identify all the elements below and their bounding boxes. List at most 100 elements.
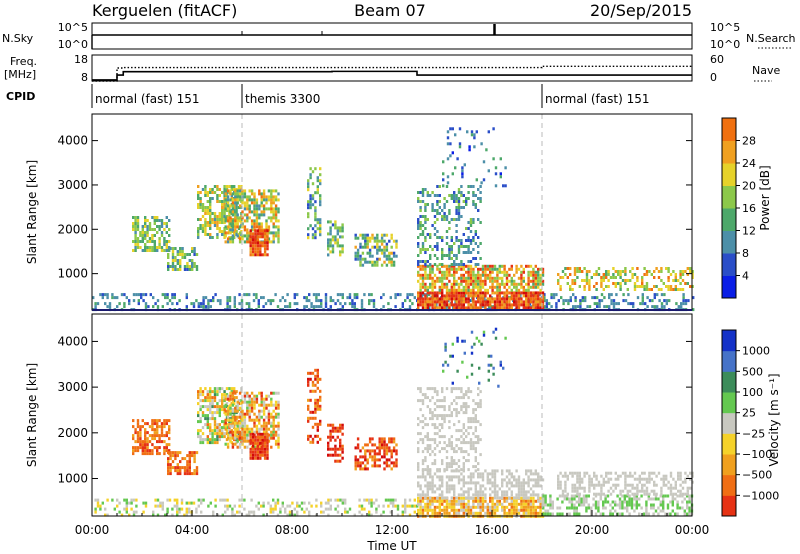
heatmap-cell xyxy=(256,241,260,245)
heatmap-cell xyxy=(469,279,473,283)
heatmap-cell xyxy=(445,294,449,298)
heatmap-cell xyxy=(256,453,260,457)
heatmap-cell xyxy=(336,238,339,242)
heatmap-cell xyxy=(368,501,371,505)
heatmap-cell xyxy=(575,509,578,513)
heatmap-cell xyxy=(517,267,521,271)
heatmap-cell xyxy=(505,297,509,301)
heatmap-cell xyxy=(364,467,367,471)
heatmap-cell xyxy=(378,446,381,450)
heatmap-cell xyxy=(472,285,475,289)
heatmap-cell xyxy=(395,464,398,468)
heatmap-cell xyxy=(431,264,434,268)
heatmap-cell xyxy=(148,228,152,231)
heatmap-cell xyxy=(387,302,390,306)
heatmap-cell xyxy=(436,236,439,239)
heatmap-cell xyxy=(251,456,255,460)
heatmap-cell xyxy=(450,390,453,394)
heatmap-cell xyxy=(339,235,342,239)
heatmap-cell xyxy=(465,279,468,283)
heatmap-cell xyxy=(493,285,497,289)
cpid-row: CPID normal (fast) 151 themis 3300 normal … xyxy=(6,84,649,108)
heatmap-cell xyxy=(438,414,441,418)
heatmap-cell xyxy=(474,499,477,503)
heatmap-cell xyxy=(501,276,504,280)
heatmap-cell xyxy=(443,405,446,409)
heatmap-cell xyxy=(366,251,369,255)
heatmap-cell xyxy=(218,438,221,442)
heatmap-cell xyxy=(492,330,495,334)
heatmap-cell xyxy=(314,236,317,240)
heatmap-cell xyxy=(453,502,456,506)
heatmap-cell xyxy=(482,330,486,334)
heatmap-cell xyxy=(576,267,579,270)
heatmap-cell xyxy=(250,201,254,205)
heatmap-cell xyxy=(424,267,427,271)
heatmap-cell xyxy=(179,262,182,265)
heatmap-cell xyxy=(515,481,518,485)
heatmap-cell xyxy=(243,213,247,217)
heatmap-cell xyxy=(197,218,200,221)
heatmap-cell xyxy=(319,422,322,426)
heatmap-cell xyxy=(274,213,278,217)
heatmap-cell xyxy=(128,513,131,517)
heatmap-cell xyxy=(260,204,263,208)
heatmap-cell xyxy=(424,417,427,421)
heatmap-cell xyxy=(197,498,200,502)
heatmap-cell xyxy=(144,422,147,426)
heatmap-cell xyxy=(173,296,176,300)
heatmap-cell xyxy=(167,256,170,259)
heatmap-cell xyxy=(443,505,446,509)
heatmap-cell xyxy=(605,276,608,279)
heatmap-cell xyxy=(426,508,429,512)
heatmap-cell xyxy=(429,194,432,197)
heatmap-cell xyxy=(212,510,215,514)
heatmap-cell xyxy=(148,440,152,444)
heatmap-cell xyxy=(311,203,315,207)
heatmap-cell xyxy=(453,263,456,266)
heatmap-cell xyxy=(539,475,542,479)
heatmap-cell xyxy=(259,435,262,439)
heatmap-cell xyxy=(455,429,458,433)
heatmap-cell xyxy=(197,402,200,406)
heatmap-cell xyxy=(216,411,219,415)
heatmap-cell xyxy=(651,299,654,303)
heatmap-cell xyxy=(474,273,477,277)
heatmap-cell xyxy=(223,408,226,412)
heatmap-cell xyxy=(505,282,509,286)
heatmap-cell xyxy=(527,282,530,286)
heatmap-cell xyxy=(457,478,461,482)
heatmap-cell xyxy=(496,469,499,473)
heatmap-cell xyxy=(354,458,357,462)
heatmap-cell xyxy=(356,293,359,297)
heatmap-cell xyxy=(136,228,140,231)
heatmap-cell xyxy=(479,221,482,224)
heatmap-cell xyxy=(360,302,364,306)
heatmap-cell xyxy=(360,504,364,508)
heatmap-cell xyxy=(455,200,458,203)
heatmap-cell xyxy=(151,237,154,240)
heatmap-cell xyxy=(226,296,229,300)
heatmap-cell xyxy=(253,210,256,214)
heatmap-cell xyxy=(417,297,420,301)
heatmap-cell xyxy=(245,293,248,297)
heatmap-cell xyxy=(499,360,502,364)
heatmap-cell xyxy=(462,502,465,506)
heatmap-cell xyxy=(251,453,255,457)
heatmap-cell xyxy=(479,390,482,394)
heatmap-cell xyxy=(532,297,535,301)
heatmap-cell xyxy=(327,244,330,248)
heatmap-cell xyxy=(570,500,574,504)
heatmap-cell xyxy=(314,374,317,378)
heatmap-cell xyxy=(481,294,485,298)
colorbar-tick-label: 20 xyxy=(742,180,756,193)
heatmap-cell xyxy=(578,494,581,498)
heatmap-cell xyxy=(529,493,533,497)
heatmap-cell xyxy=(266,453,269,457)
heatmap-cell xyxy=(385,452,389,456)
heatmap-cell xyxy=(199,387,202,391)
heatmap-cell xyxy=(392,254,396,258)
heatmap-cell xyxy=(151,240,154,243)
heatmap-cell xyxy=(426,288,429,292)
heatmap-cell xyxy=(491,300,494,304)
